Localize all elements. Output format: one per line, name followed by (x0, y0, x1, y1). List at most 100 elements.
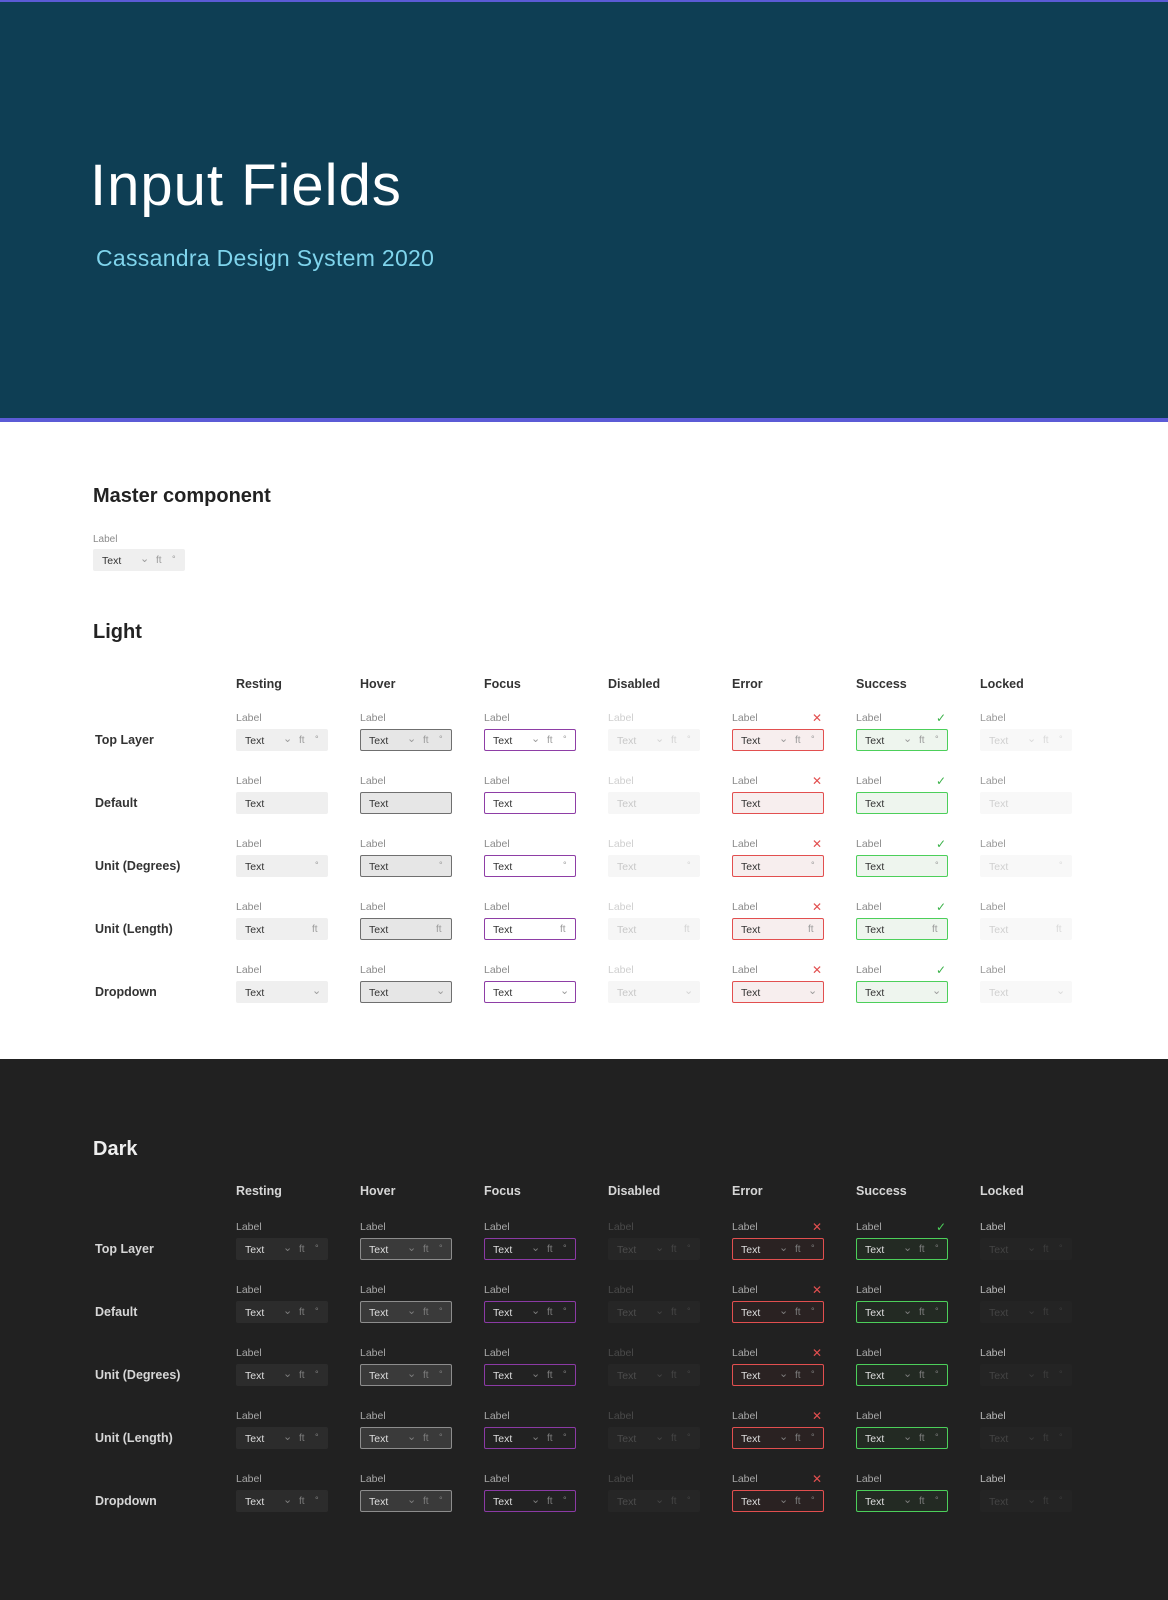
dropdown-field[interactable]: Text ⌄ (360, 981, 452, 1003)
master-input-field[interactable]: Text ⌄ ft ° (93, 549, 185, 571)
field-cell: Label Text ⌄ ft ° (608, 1283, 700, 1323)
field-label: Label (980, 1284, 1006, 1296)
unit-ft-label: ft (932, 924, 938, 935)
input-field[interactable]: Text ⌄ ft ° (360, 729, 452, 751)
input-field[interactable]: Text ⌄ ft ° (484, 1238, 576, 1260)
dropdown-field[interactable]: Text ⌄ (484, 981, 576, 1003)
input-field[interactable]: Text ⌄ ft ° (484, 1301, 576, 1323)
field-value: Text (493, 1433, 513, 1445)
success-check-icon: ✓ (935, 900, 946, 914)
input-field[interactable]: Text ⌄ ft ° (236, 1238, 328, 1260)
unit-ft-label: ft (795, 735, 801, 746)
degree-icon: ° (315, 860, 319, 870)
input-field[interactable]: Text ⌄ ft ° (732, 1427, 824, 1449)
input-field[interactable]: Text ⌄ ft ° (484, 1364, 576, 1386)
input-field[interactable]: Text ⌄ ft ° (856, 729, 948, 751)
input-field[interactable]: Text ⌄ ft ° (484, 729, 576, 751)
input-field[interactable]: Text ⌄ ft ° (732, 1364, 824, 1386)
input-field[interactable]: Text ° (484, 855, 576, 877)
field-value: Text (741, 924, 761, 936)
input-field[interactable]: Text ⌄ ft ° (236, 1427, 328, 1449)
input-field[interactable]: Text ⌄ ft ° (856, 1490, 948, 1512)
input-field[interactable]: Text ⌄ ft ° (856, 1427, 948, 1449)
degree-icon: ° (439, 734, 443, 744)
input-field[interactable]: Text (856, 792, 948, 814)
input-field[interactable]: Text ⌄ ft ° (732, 1238, 824, 1260)
input-field[interactable]: Text ° (360, 855, 452, 877)
input-field[interactable]: Text ⌄ ft ° (360, 1490, 452, 1512)
unit-ft-label: ft (1043, 1244, 1049, 1255)
input-field[interactable]: Text ⌄ ft ° (360, 1301, 452, 1323)
chevron-down-icon: ⌄ (655, 1431, 665, 1443)
input-field[interactable]: Text ° (732, 855, 824, 877)
field-value: Text (369, 1496, 389, 1508)
field-label: Label (484, 1347, 510, 1359)
unit-ft-label: ft (1043, 735, 1049, 746)
input-field[interactable]: Text ft (856, 918, 948, 940)
input-field[interactable]: Text ° (236, 855, 328, 877)
degree-icon: ° (811, 1432, 815, 1442)
input-field[interactable]: Text ⌄ ft ° (236, 1364, 328, 1386)
input-field[interactable]: Text ⌄ ft ° (236, 1301, 328, 1323)
input-field[interactable]: Text ⌄ ft ° (856, 1364, 948, 1386)
field-label: Label (236, 1410, 262, 1422)
input-field: Text ft (608, 918, 700, 940)
input-field[interactable]: Text ⌄ ft ° (484, 1427, 576, 1449)
input-field[interactable]: Text ⌄ ft ° (732, 1490, 824, 1512)
input-field[interactable]: Text ⌄ ft ° (732, 1301, 824, 1323)
chevron-down-icon: ⌄ (283, 1494, 293, 1506)
chevron-down-icon: ⌄ (655, 1305, 665, 1317)
input-field[interactable]: Text ft (484, 918, 576, 940)
unit-ft-label: ft (547, 1433, 553, 1444)
input-field: Text ⌄ ft ° (980, 1490, 1072, 1512)
unit-ft-label: ft (560, 924, 566, 935)
chevron-down-icon: ⌄ (655, 733, 665, 745)
input-field[interactable]: Text ft (236, 918, 328, 940)
field-cell: Label Text (608, 774, 700, 814)
input-field[interactable]: Text ft (732, 918, 824, 940)
unit-ft-label: ft (795, 1307, 801, 1318)
field-value: Text (369, 1244, 389, 1256)
field-label: Label ✓ (856, 711, 946, 725)
input-field[interactable]: Text ⌄ ft ° (732, 729, 824, 751)
chevron-down-icon: ⌄ (903, 1305, 913, 1317)
column-header-locked: Locked (980, 677, 1024, 691)
field-cell: Label Text ° (980, 837, 1072, 877)
input-field[interactable]: Text ft (360, 918, 452, 940)
column-header-hover: Hover (360, 677, 396, 691)
field-cell: Label Text ⌄ ft ° (608, 1409, 700, 1449)
dropdown-field[interactable]: Text ⌄ (236, 981, 328, 1003)
input-field[interactable]: Text (484, 792, 576, 814)
success-check-icon: ✓ (935, 963, 946, 977)
input-field[interactable]: Text (732, 792, 824, 814)
input-field[interactable]: Text ⌄ ft ° (856, 1301, 948, 1323)
input-field[interactable]: Text ⌄ ft ° (856, 1238, 948, 1260)
degree-icon: ° (687, 1243, 691, 1253)
column-header-success: Success (856, 677, 907, 691)
field-cell: Label Text ⌄ ft ° (484, 1472, 576, 1512)
chevron-down-icon: ⌄ (655, 1242, 665, 1254)
input-field[interactable]: Text (360, 792, 452, 814)
unit-ft-label: ft (795, 1244, 801, 1255)
unit-ft-label: ft (547, 735, 553, 746)
field-label: Label ✕ (732, 1346, 822, 1360)
field-value: Text (865, 1496, 885, 1508)
input-field[interactable]: Text ⌄ ft ° (236, 1490, 328, 1512)
row-header-default: Default (95, 1305, 138, 1319)
input-field[interactable]: Text (236, 792, 328, 814)
dropdown-field[interactable]: Text ⌄ (856, 981, 948, 1003)
input-field[interactable]: Text ⌄ ft ° (236, 729, 328, 751)
input-field[interactable]: Text ⌄ ft ° (360, 1427, 452, 1449)
error-x-icon: ✕ (811, 1220, 822, 1234)
input-field[interactable]: Text ⌄ ft ° (484, 1490, 576, 1512)
unit-ft-label: ft (547, 1244, 553, 1255)
input-field[interactable]: Text ⌄ ft ° (360, 1364, 452, 1386)
degree-icon: ° (439, 1243, 443, 1253)
input-field[interactable]: Text ° (856, 855, 948, 877)
degree-icon: ° (687, 860, 691, 870)
input-field[interactable]: Text ⌄ ft ° (360, 1238, 452, 1260)
chevron-down-icon: ⌄ (531, 1305, 541, 1317)
dropdown-field[interactable]: Text ⌄ (732, 981, 824, 1003)
field-value: Text (245, 987, 265, 999)
light-section (0, 422, 1168, 1059)
